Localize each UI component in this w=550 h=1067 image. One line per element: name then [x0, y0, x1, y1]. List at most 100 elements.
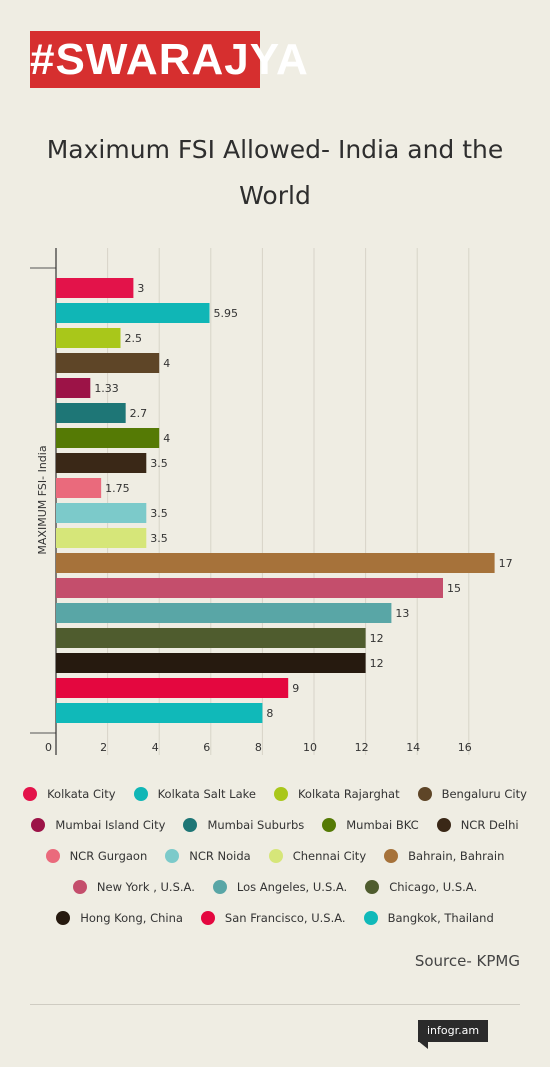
x-tick-label: 6 — [203, 741, 210, 754]
legend-row: Hong Kong, China San Francisco, U.S.A. Ban… — [0, 902, 550, 933]
infogram-badge[interactable]: infogr.am — [418, 1020, 488, 1042]
legend-row: Mumbai Island City Mumbai Suburbs Mumbai B… — [0, 809, 550, 840]
x-tick-label: 16 — [458, 741, 472, 754]
badge-tail-shape — [418, 1041, 428, 1049]
legend-row: New York , U.S.A. Los Angeles, U.S.A. Chic… — [0, 871, 550, 902]
footer-divider — [30, 1004, 520, 1005]
data-label-3: 4 — [163, 357, 170, 370]
legend-swatch-icon — [365, 879, 380, 894]
legend-label: Chicago, U.S.A. — [389, 879, 478, 894]
legend-item[interactable]: Mumbai BKC — [322, 817, 419, 832]
legend-label: Mumbai Island City — [55, 817, 166, 832]
legend-item[interactable]: New York , U.S.A. — [72, 879, 195, 894]
legend-item[interactable]: NCR Delhi — [436, 817, 519, 832]
bar-10 — [56, 528, 147, 548]
data-label-8: 1.75 — [105, 482, 129, 495]
x-tick-label: 8 — [255, 741, 262, 754]
legend-label: San Francisco, U.S.A. — [224, 910, 346, 925]
data-label-0: 3 — [137, 282, 144, 295]
legend-label: Kolkata City — [47, 786, 116, 801]
legend-item[interactable]: Mumbai Island City — [31, 817, 166, 832]
bar-4 — [56, 378, 91, 398]
bar-7 — [56, 453, 147, 473]
x-tick-label: 4 — [152, 741, 159, 754]
legend-item[interactable]: Mumbai Suburbs — [183, 817, 304, 832]
legend-label: NCR Gurgaon — [69, 848, 148, 863]
bar-11 — [56, 553, 495, 573]
legend-label: NCR Delhi — [460, 817, 519, 832]
data-label-12: 15 — [447, 582, 461, 595]
legend-swatch-icon — [417, 786, 432, 801]
legend-item[interactable]: Kolkata Salt Lake — [133, 786, 256, 801]
legend-item[interactable]: Kolkata Rajarghat — [273, 786, 400, 801]
legend-label: Mumbai BKC — [346, 817, 419, 832]
source-note: Source- KPMG — [414, 952, 520, 970]
legend-label: Kolkata Rajarghat — [297, 786, 400, 801]
legend-item[interactable]: Bengaluru City — [417, 786, 527, 801]
legend-item[interactable]: Los Angeles, U.S.A. — [212, 879, 347, 894]
legend-item[interactable]: Chennai City — [268, 848, 367, 863]
legend-swatch-icon — [72, 879, 87, 894]
x-tick-label: 14 — [406, 741, 420, 754]
legend-swatch-icon — [200, 910, 215, 925]
data-label-1: 5.95 — [214, 307, 239, 320]
data-label-5: 2.7 — [130, 407, 148, 420]
bar-6 — [56, 428, 160, 448]
data-label-10: 3.5 — [150, 532, 168, 545]
legend-item[interactable]: Hong Kong, China — [56, 910, 183, 925]
legend-label: Bangkok, Thailand — [387, 910, 494, 925]
legend-label: Hong Kong, China — [80, 910, 183, 925]
bar-1 — [56, 303, 210, 323]
y-axis-title: MAXIMUM FSI- India — [36, 445, 49, 554]
bar-14 — [56, 628, 366, 648]
legend-label: Kolkata Salt Lake — [157, 786, 256, 801]
legend-item[interactable]: NCR Gurgaon — [45, 848, 148, 863]
legend-item[interactable]: San Francisco, U.S.A. — [200, 910, 346, 925]
bar-2 — [56, 328, 121, 348]
data-label-2: 2.5 — [125, 332, 143, 345]
legend-item[interactable]: Kolkata City — [23, 786, 116, 801]
legend-swatch-icon — [322, 817, 337, 832]
bar-8 — [56, 478, 102, 498]
data-label-15: 12 — [370, 657, 384, 670]
legend-label: New York , U.S.A. — [96, 879, 195, 894]
x-tick-label: 10 — [303, 741, 317, 754]
legend-label: NCR Noida — [189, 848, 251, 863]
legend-swatch-icon — [133, 786, 148, 801]
legend-swatch-icon — [23, 786, 38, 801]
data-label-17: 8 — [266, 707, 273, 720]
legend-item[interactable]: NCR Noida — [165, 848, 251, 863]
legend-item[interactable]: Chicago, U.S.A. — [365, 879, 478, 894]
legend-label: Chennai City — [292, 848, 367, 863]
x-tick-label: 2 — [100, 741, 107, 754]
data-label-7: 3.5 — [150, 457, 168, 470]
legend-item[interactable]: Bangkok, Thailand — [363, 910, 494, 925]
legend-row: NCR Gurgaon NCR Noida Chennai City Bahrain,… — [0, 840, 550, 871]
bar-15 — [56, 653, 366, 673]
legend-swatch-icon — [436, 817, 451, 832]
bar-17 — [56, 703, 263, 723]
chart-legend: Kolkata City Kolkata Salt Lake Kolkata Raj… — [0, 778, 550, 933]
legend-row: Kolkata City Kolkata Salt Lake Kolkata Raj… — [0, 778, 550, 809]
bar-chart: 3 5.95 2.5 4 1.33 2.7 4 3.5 1.75 3.5 3.5 17 15 13 12 12… — [30, 248, 513, 755]
legend-swatch-icon — [212, 879, 227, 894]
legend-swatch-icon — [268, 848, 283, 863]
data-label-13: 13 — [395, 607, 409, 620]
bar-3 — [56, 353, 160, 373]
data-label-11: 17 — [499, 557, 513, 570]
legend-swatch-icon — [45, 848, 60, 863]
x-tick-label: 0 — [45, 741, 52, 754]
x-tick-label: 12 — [355, 741, 369, 754]
legend-label: Bahrain, Bahrain — [408, 848, 505, 863]
swarajya-logo: #SWARAJYA — [30, 31, 308, 88]
bar-5 — [56, 403, 126, 423]
chart-title: Maximum FSI Allowed- India and the World — [46, 135, 504, 210]
bar-12 — [56, 578, 443, 598]
legend-swatch-icon — [363, 910, 378, 925]
data-label-6: 4 — [163, 432, 170, 445]
legend-item[interactable]: Bahrain, Bahrain — [384, 848, 505, 863]
bar-16 — [56, 678, 289, 698]
legend-swatch-icon — [165, 848, 180, 863]
legend-swatch-icon — [384, 848, 399, 863]
bar-13 — [56, 603, 392, 623]
